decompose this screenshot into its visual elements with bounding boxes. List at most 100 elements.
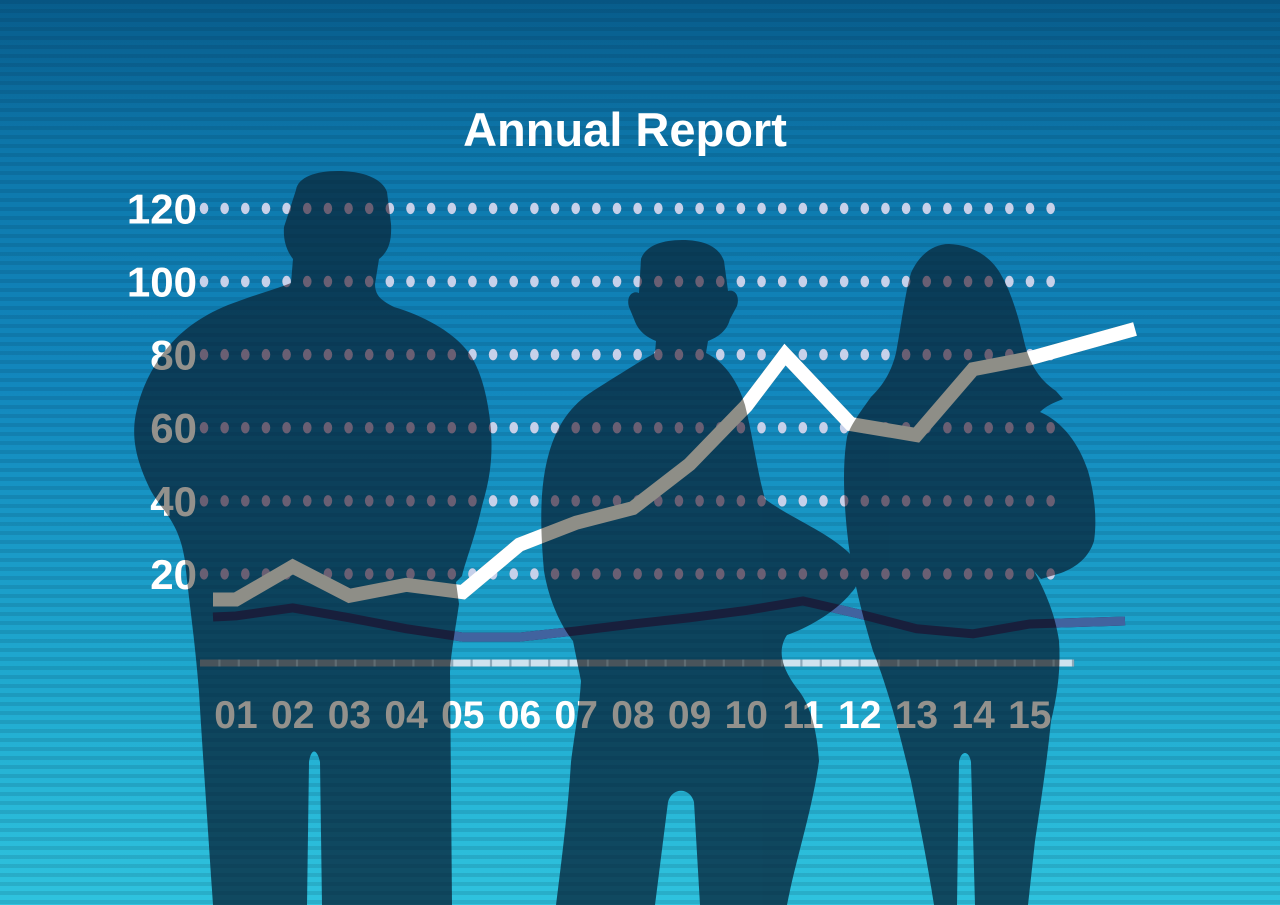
grid-dot <box>385 568 395 580</box>
grid-dot <box>1046 495 1055 507</box>
axis-baseline-tick <box>703 659 706 667</box>
grid-dot <box>715 275 725 288</box>
axis-baseline <box>200 659 1073 667</box>
grid-dot <box>302 422 312 434</box>
grid-dot <box>633 275 642 288</box>
grid-dot <box>984 422 993 434</box>
grid-dot <box>261 422 271 434</box>
grid-dot <box>963 495 973 507</box>
grid-dot <box>323 202 333 215</box>
grid-dot <box>530 348 539 361</box>
grid-dot <box>550 275 560 288</box>
grid-dot <box>860 275 870 288</box>
grid-dot <box>612 495 622 507</box>
grid-dot <box>571 568 580 580</box>
y-axis-label: 80 <box>150 332 197 379</box>
grid-dot <box>922 568 932 580</box>
grid-dot <box>530 202 539 215</box>
grid-dot <box>736 568 746 580</box>
y-axis-label: 40 <box>150 478 197 525</box>
grid-dot <box>282 348 291 361</box>
grid-dot <box>468 202 477 215</box>
axis-baseline-tick <box>354 659 357 667</box>
grid-dot <box>302 495 312 507</box>
grid-dot <box>241 275 250 288</box>
grid-dot <box>447 348 457 361</box>
grid-dot <box>1005 422 1014 434</box>
grid-dot <box>385 348 395 361</box>
grid-dot <box>509 275 519 288</box>
axis-baseline-tick <box>392 659 396 667</box>
grid-dot <box>302 202 312 215</box>
chart-title: Annual Report <box>463 103 787 156</box>
grid-dot <box>819 348 828 361</box>
grid-dot <box>757 275 766 288</box>
grid-dot <box>881 275 890 288</box>
grid-dot <box>860 495 870 507</box>
grid-dot <box>364 568 374 580</box>
grid-dot <box>261 202 271 215</box>
grid-dot <box>302 348 312 361</box>
grid-dot <box>736 348 746 361</box>
axis-baseline-tick <box>489 659 493 667</box>
grid-dot <box>406 348 415 361</box>
grid-dot <box>364 422 374 434</box>
grid-dot <box>592 348 601 361</box>
series-growth-line <box>213 322 1137 607</box>
grid-dot <box>798 568 808 580</box>
grid-dot <box>674 202 684 215</box>
grid-dot <box>901 568 911 580</box>
grid-dot <box>406 422 415 434</box>
grid-dot <box>550 422 560 434</box>
grid-dot <box>550 202 560 215</box>
grid-dot <box>633 568 642 580</box>
grid-dot <box>715 202 725 215</box>
axis-baseline-tick <box>683 659 687 667</box>
grid-dot <box>488 422 498 434</box>
grid-dot <box>220 568 229 580</box>
axis-baseline-tick <box>470 659 473 667</box>
grid-dot <box>385 202 395 215</box>
grid-dot <box>426 422 436 434</box>
y-axis-label: 100 <box>127 259 197 306</box>
grid-dot <box>984 202 993 215</box>
x-axis-label: 08 <box>611 694 654 737</box>
grid-dot <box>323 348 333 361</box>
x-axis-label: 14 <box>951 694 995 737</box>
axis-baseline-tick <box>916 659 919 667</box>
grid-dot <box>550 348 560 361</box>
grid-dot <box>922 202 932 215</box>
grid-dot <box>344 348 353 361</box>
grid-dot <box>509 202 519 215</box>
x-axis-label: 11 <box>782 694 823 737</box>
axis-baseline-tick <box>780 659 784 667</box>
y-axis-label: 60 <box>150 405 197 452</box>
axis-baseline-tick <box>994 659 997 667</box>
x-axis-label: 04 <box>384 694 428 737</box>
grid-dot <box>406 495 415 507</box>
grid-dot <box>344 422 353 434</box>
x-axis-label: 02 <box>271 694 314 737</box>
grid-dot <box>592 495 601 507</box>
grid-dot <box>963 422 973 434</box>
grid-dot <box>839 495 849 507</box>
axis-baseline-tick <box>742 659 745 667</box>
grid-dot <box>819 275 828 288</box>
grid-dot <box>901 495 911 507</box>
series-flat-line <box>212 596 1126 642</box>
grid-dot <box>777 422 787 434</box>
grid-dot <box>654 422 663 434</box>
grid-dot <box>984 495 993 507</box>
grid-dot <box>695 275 704 288</box>
grid-dot <box>695 495 704 507</box>
x-axis-label: 06 <box>498 694 541 737</box>
grid-dot <box>220 275 229 288</box>
axis-baseline-tick <box>897 659 900 667</box>
grid-dot <box>571 275 580 288</box>
axis-baseline-tick <box>586 659 590 667</box>
grid-dot <box>860 568 870 580</box>
grid-dot <box>777 568 787 580</box>
grid-dot <box>241 422 250 434</box>
grid-dot <box>571 422 580 434</box>
